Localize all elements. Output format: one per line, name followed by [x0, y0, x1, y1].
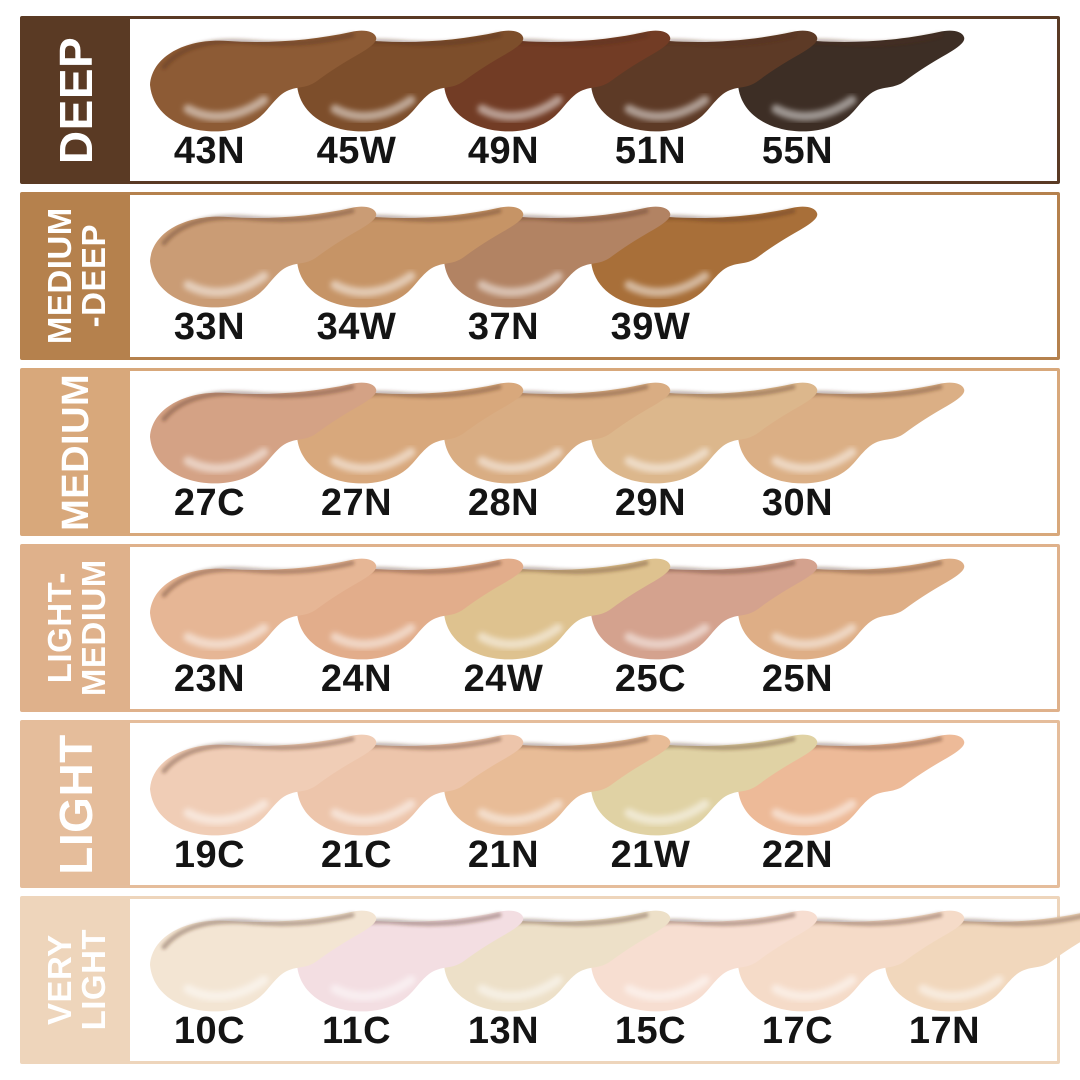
- shade-group-row-medium: MEDIUM 27C 27N 28N 29N: [20, 368, 1060, 536]
- shade-swatch-24w: 24W: [430, 547, 671, 709]
- shade-swatch-13n: 13N: [430, 899, 671, 1061]
- shade-group-swatches: 10C 11C 13N 15C 17C: [130, 899, 1080, 1061]
- shade-code-label: 24N: [320, 658, 393, 700]
- shade-swatch-17c: 17C: [724, 899, 965, 1061]
- shade-group-label: LIGHT- MEDIUM: [40, 559, 112, 697]
- shade-swatch-29n: 29N: [577, 371, 818, 533]
- shade-code-label: 19C: [173, 834, 246, 876]
- shade-code-label: 28N: [467, 482, 540, 524]
- shade-code-label: 45W: [316, 130, 397, 172]
- shade-group-label: MEDIUM: [55, 373, 98, 531]
- shade-group-swatches: 43N 45W 49N 51N 55N: [130, 19, 1057, 181]
- shade-group-swatches: 33N 34W 37N 39W: [130, 195, 1057, 357]
- shade-swatch-49n: 49N: [430, 19, 671, 181]
- shade-group-swatches: 23N 24N 24W 25C 25N: [130, 547, 1057, 709]
- shade-code-label: 22N: [761, 834, 834, 876]
- shade-group-sidebar: VERY LIGHT: [23, 899, 130, 1061]
- shade-swatch-45w: 45W: [283, 19, 524, 181]
- shade-code-label: 43N: [173, 130, 246, 172]
- shade-swatch-24n: 24N: [283, 547, 524, 709]
- shade-swatch-11c: 11C: [283, 899, 524, 1061]
- shade-group-sidebar: MEDIUM: [23, 371, 130, 533]
- shade-code-label: 51N: [614, 130, 687, 172]
- shade-swatch-27n: 27N: [283, 371, 524, 533]
- shade-swatch-55n: 55N: [724, 19, 965, 181]
- shade-swatch-22n: 22N: [724, 723, 965, 885]
- shade-swatch-21w: 21W: [577, 723, 818, 885]
- shade-group-label: LIGHT: [50, 733, 103, 875]
- shade-group-label: DEEP: [50, 36, 103, 164]
- shade-code-label: 21C: [320, 834, 393, 876]
- shade-code-label: 25C: [614, 658, 687, 700]
- shade-swatch-27c: 27C: [136, 371, 377, 533]
- shade-code-label: 11C: [321, 1010, 392, 1052]
- shade-code-label: 23N: [173, 658, 246, 700]
- shade-code-label: 24W: [463, 658, 544, 700]
- shade-group-label: MEDIUM -DEEP: [40, 207, 112, 345]
- shade-swatch-30n: 30N: [724, 371, 965, 533]
- shade-swatch-34w: 34W: [283, 195, 524, 357]
- shade-group-row-medium-deep: MEDIUM -DEEP 33N 34W 37N 39: [20, 192, 1060, 360]
- shade-swatch-51n: 51N: [577, 19, 818, 181]
- shade-swatch-23n: 23N: [136, 547, 377, 709]
- shade-group-sidebar: LIGHT- MEDIUM: [23, 547, 130, 709]
- shade-swatch-33n: 33N: [136, 195, 377, 357]
- shade-swatch-39w: 39W: [577, 195, 818, 357]
- shade-code-label: 21N: [467, 834, 540, 876]
- shade-swatch-25n: 25N: [724, 547, 965, 709]
- shade-code-label: 49N: [467, 130, 540, 172]
- shade-code-label: 29N: [614, 482, 687, 524]
- shade-code-label: 17N: [908, 1010, 981, 1052]
- shade-code-label: 33N: [173, 306, 246, 348]
- shade-swatch-37n: 37N: [430, 195, 671, 357]
- shade-group-sidebar: MEDIUM -DEEP: [23, 195, 130, 357]
- shade-code-label: 55N: [761, 130, 834, 172]
- shade-group-row-deep: DEEP 43N 45W 49N 51N: [20, 16, 1060, 184]
- shade-swatch-43n: 43N: [136, 19, 377, 181]
- shade-swatch-21n: 21N: [430, 723, 671, 885]
- shade-code-label: 37N: [467, 306, 540, 348]
- shade-swatch-25c: 25C: [577, 547, 818, 709]
- shade-code-label: 27N: [320, 482, 393, 524]
- shade-group-label: VERY LIGHT: [40, 929, 112, 1031]
- shade-code-label: 27C: [173, 482, 246, 524]
- shade-group-swatches: 27C 27N 28N 29N 30N: [130, 371, 1057, 533]
- shade-swatch-15c: 15C: [577, 899, 818, 1061]
- shade-group-row-light: LIGHT 19C 21C 21N 21W: [20, 720, 1060, 888]
- shade-swatch-10c: 10C: [136, 899, 377, 1061]
- shade-swatch-21c: 21C: [283, 723, 524, 885]
- shade-swatch-28n: 28N: [430, 371, 671, 533]
- shade-group-swatches: 19C 21C 21N 21W 22N: [130, 723, 1057, 885]
- shade-code-label: 17C: [761, 1010, 834, 1052]
- shade-code-label: 10C: [173, 1010, 246, 1052]
- shade-code-label: 25N: [761, 658, 834, 700]
- shade-code-label: 13N: [467, 1010, 540, 1052]
- shade-group-row-light-medium: LIGHT- MEDIUM 23N 24N 24W 2: [20, 544, 1060, 712]
- shade-swatch-19c: 19C: [136, 723, 377, 885]
- shade-code-label: 21W: [610, 834, 691, 876]
- shade-group-row-very-light: VERY LIGHT 10C 11C 13N 15C: [20, 896, 1080, 1064]
- shade-code-label: 30N: [761, 482, 834, 524]
- shade-swatch-17n: 17N: [871, 899, 1080, 1061]
- shade-code-label: 39W: [610, 306, 691, 348]
- shade-group-sidebar: LIGHT: [23, 723, 130, 885]
- shade-code-label: 34W: [316, 306, 397, 348]
- shade-group-sidebar: DEEP: [23, 19, 130, 181]
- shade-code-label: 15C: [614, 1010, 687, 1052]
